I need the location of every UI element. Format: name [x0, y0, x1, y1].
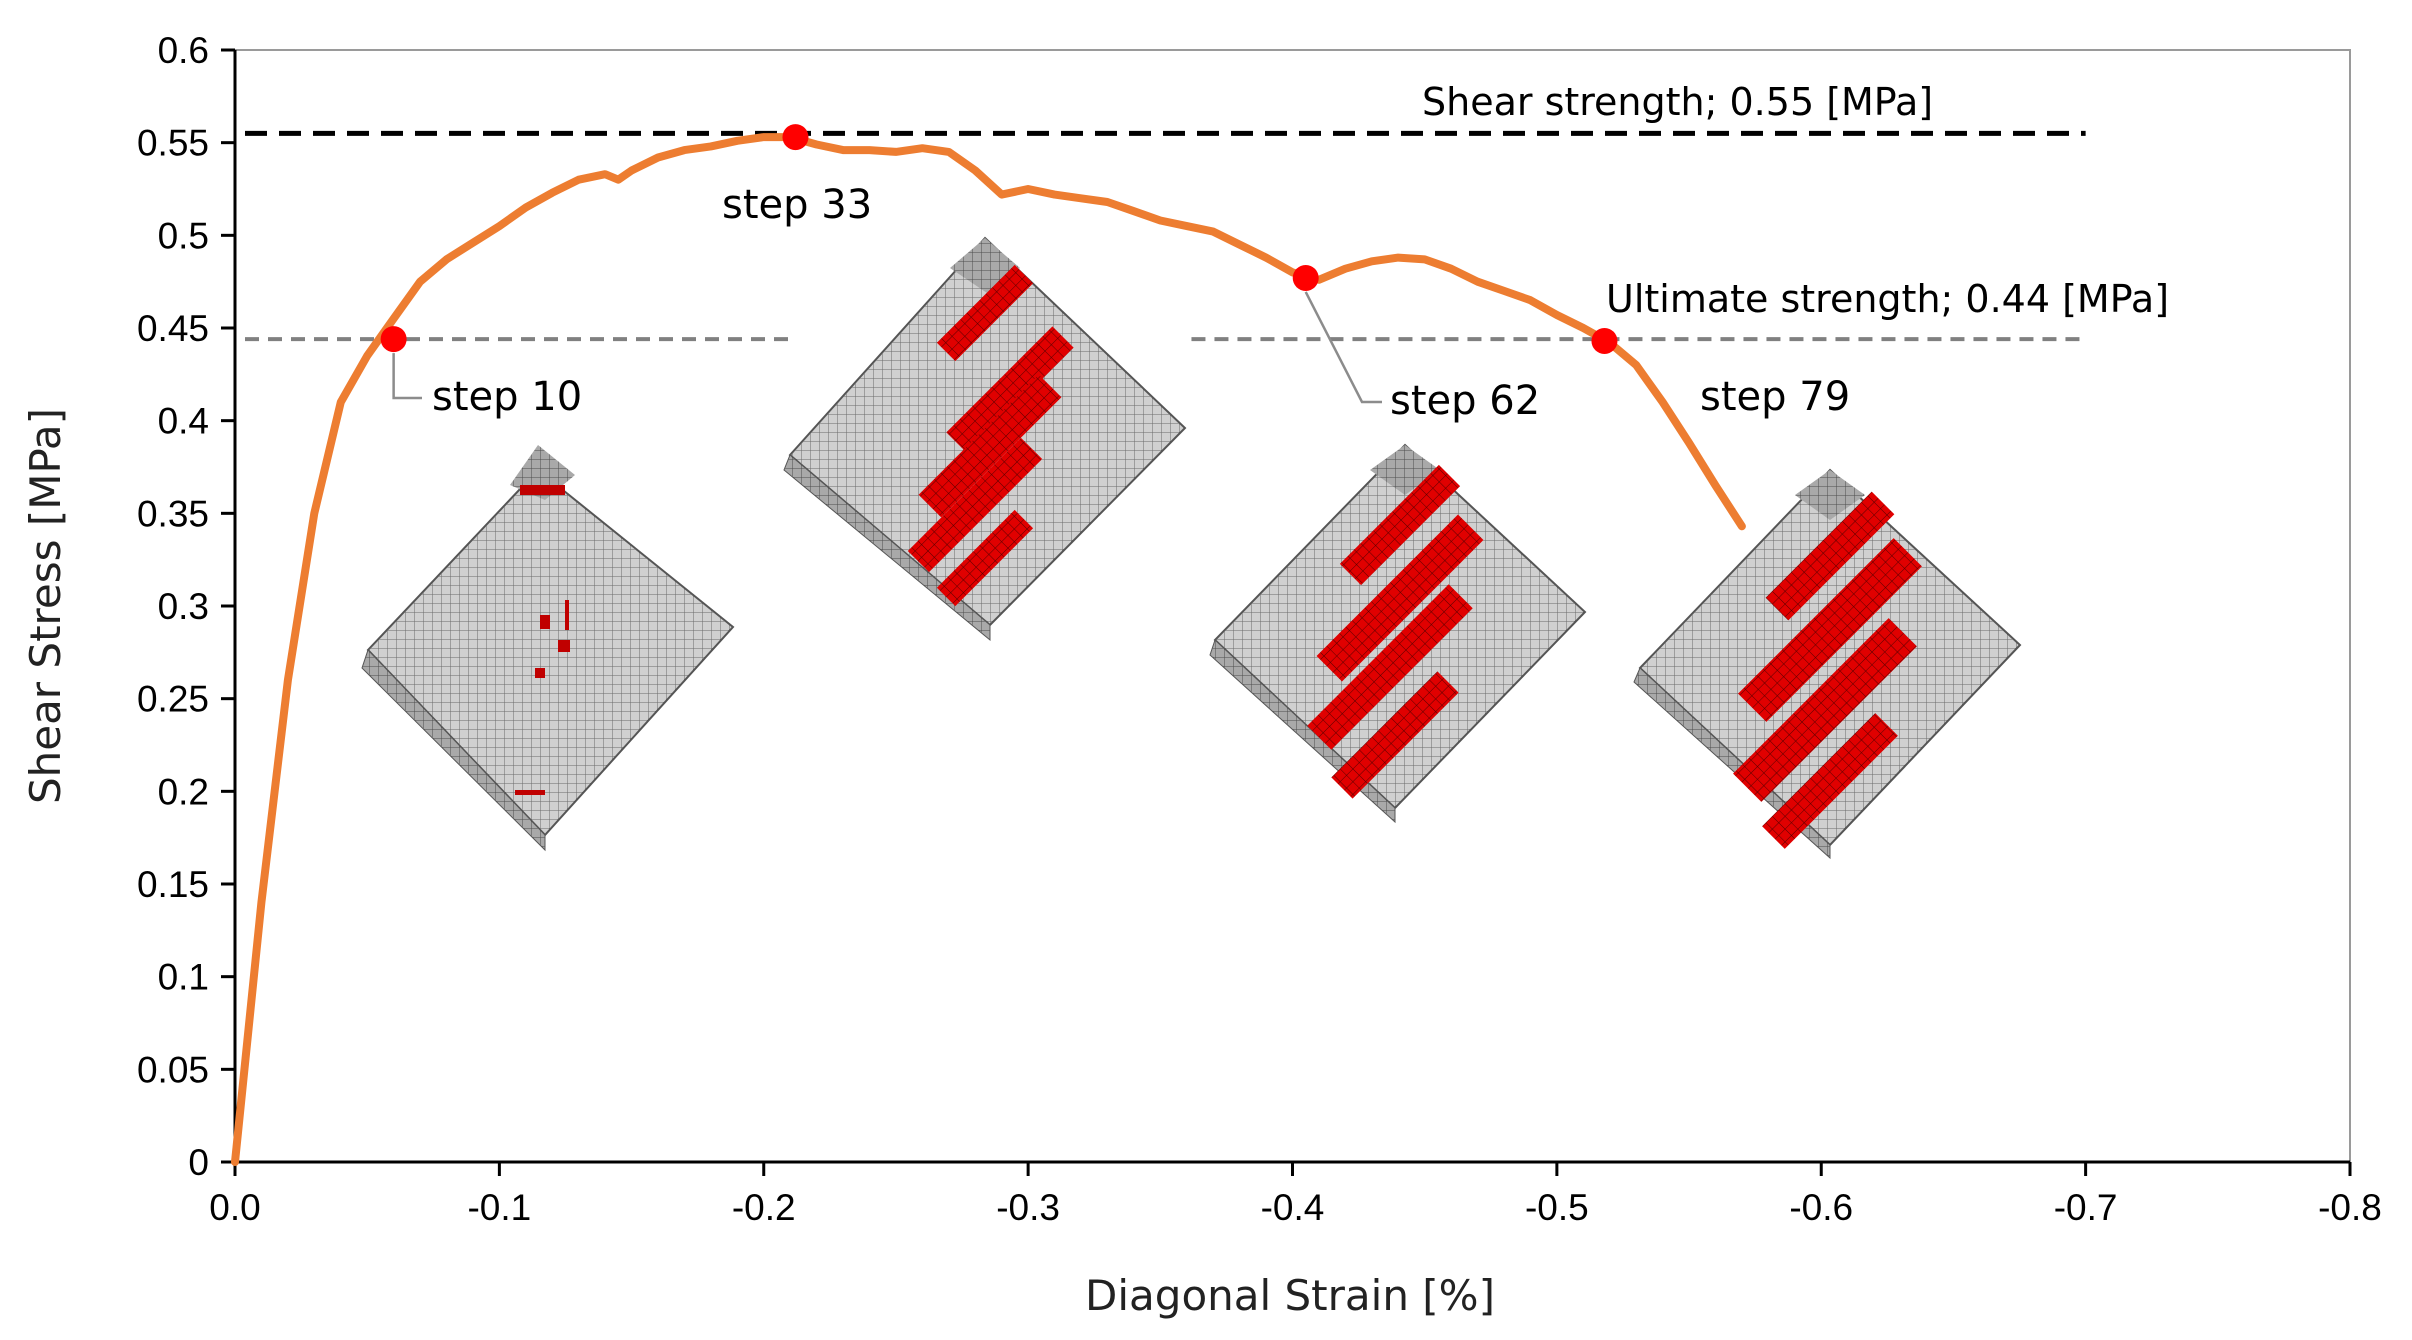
mesh-illustration-step-79 — [1633, 468, 2022, 860]
x-tick-label: -0.3 — [996, 1187, 1060, 1228]
y-tick-label: 0.15 — [137, 864, 209, 905]
y-tick-label: 0.1 — [158, 957, 209, 998]
x-tick-label: -0.6 — [1789, 1187, 1853, 1228]
x-tick-label: -0.2 — [732, 1187, 796, 1228]
ultimate-strength-label: Ultimate strength; 0.44 [MPa] — [1606, 277, 2169, 321]
y-tick-label: 0.35 — [137, 493, 209, 534]
x-tick-label: 0.0 — [209, 1187, 260, 1228]
y-tick-label: 0.4 — [158, 401, 209, 442]
x-tick-label: -0.7 — [2054, 1187, 2118, 1228]
y-tick-label: 0.25 — [137, 679, 209, 720]
step-10-leader-line — [392, 353, 422, 400]
step-marker-step-79 — [1591, 327, 1618, 354]
step-marker-step-10 — [380, 326, 407, 353]
y-tick-label: 0.2 — [158, 771, 209, 812]
y-tick-label: 0.05 — [137, 1049, 209, 1090]
step-markers — [380, 124, 1618, 354]
step-33-label: step 33 — [722, 182, 872, 228]
mesh-illustration-step-10 — [361, 445, 735, 852]
shear-stress-curve — [231, 133, 1746, 1166]
y-tick-label: 0.6 — [158, 30, 209, 71]
step-62-leader-line — [1304, 291, 1382, 404]
mesh-illustration-step-33 — [783, 236, 1187, 642]
step-10-label: step 10 — [432, 374, 582, 420]
x-tick-label: -0.5 — [1525, 1187, 1589, 1228]
x-tick-label: -0.4 — [1261, 1187, 1325, 1228]
step-marker-step-33 — [782, 124, 809, 151]
y-tick-label: 0.45 — [137, 308, 209, 349]
y-axis-title: Shear Stress [MPa] — [21, 408, 70, 804]
x-axis-ticks: 0.0 -0.1 -0.2 -0.3 -0.4 -0.5 -0.6 -0.7 -0.8 — [209, 1162, 2382, 1228]
x-tick-label: -0.1 — [467, 1187, 531, 1228]
y-tick-label: 0.5 — [158, 215, 209, 256]
step-marker-step-62 — [1292, 264, 1319, 291]
y-tick-label: 0 — [188, 1142, 209, 1183]
step-62-label: step 62 — [1390, 378, 1540, 424]
step-79-label: step 79 — [1700, 374, 1850, 420]
y-tick-label: 0.3 — [158, 586, 209, 627]
mesh-illustration-step-62 — [1209, 443, 1587, 824]
x-tick-label: -0.8 — [2318, 1187, 2382, 1228]
reference-lines — [245, 130, 2086, 342]
y-tick-label: 0.55 — [137, 123, 209, 164]
y-axis-ticks: 0 0.05 0.1 0.15 0.2 0.25 0.3 0.35 0.4 0.45 0.5 0.55… — [137, 30, 235, 1183]
shear-strength-label: Shear strength; 0.55 [MPa] — [1422, 80, 1933, 124]
x-axis-title: Diagonal Strain [%] — [1085, 1271, 1495, 1320]
